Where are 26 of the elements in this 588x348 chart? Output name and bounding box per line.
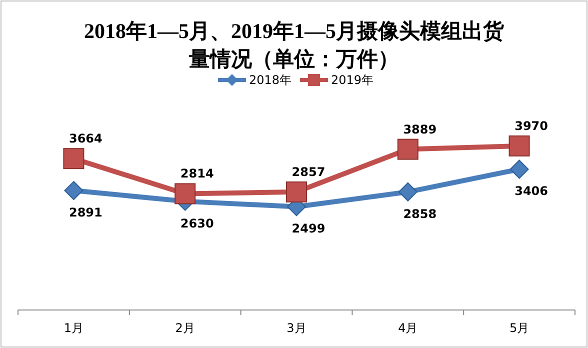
data-label: 2858	[403, 206, 437, 221]
point	[64, 181, 84, 200]
data-label: 2630	[180, 216, 214, 230]
point	[508, 135, 530, 156]
data-label: 2857	[292, 164, 326, 179]
data-label: 2891	[68, 206, 102, 220]
data-label: 3406	[514, 184, 548, 198]
data-label: 2499	[292, 222, 326, 236]
legend-label: 2018年	[249, 73, 292, 87]
point	[397, 138, 418, 160]
legend-label: 2019年	[331, 73, 374, 87]
x-tick-label: 3月	[286, 321, 306, 335]
x-tick-label: 2月	[175, 321, 195, 335]
point	[174, 183, 196, 204]
point	[286, 181, 307, 202]
data-label: 2814	[180, 166, 214, 181]
point	[510, 160, 529, 179]
x-tick-label: 1月	[64, 321, 84, 335]
data-label: 3889	[403, 122, 437, 136]
data-label: 3664	[68, 132, 102, 146]
point	[63, 148, 84, 170]
chart-title: 2018年1—5月、2019年1—5月摄像头模组出货量情况（单位：万件）	[84, 19, 505, 71]
data-label: 3970	[514, 118, 548, 133]
x-tick-label: 4月	[398, 321, 418, 335]
x-tick-label: 5月	[509, 321, 530, 335]
point	[398, 182, 418, 202]
